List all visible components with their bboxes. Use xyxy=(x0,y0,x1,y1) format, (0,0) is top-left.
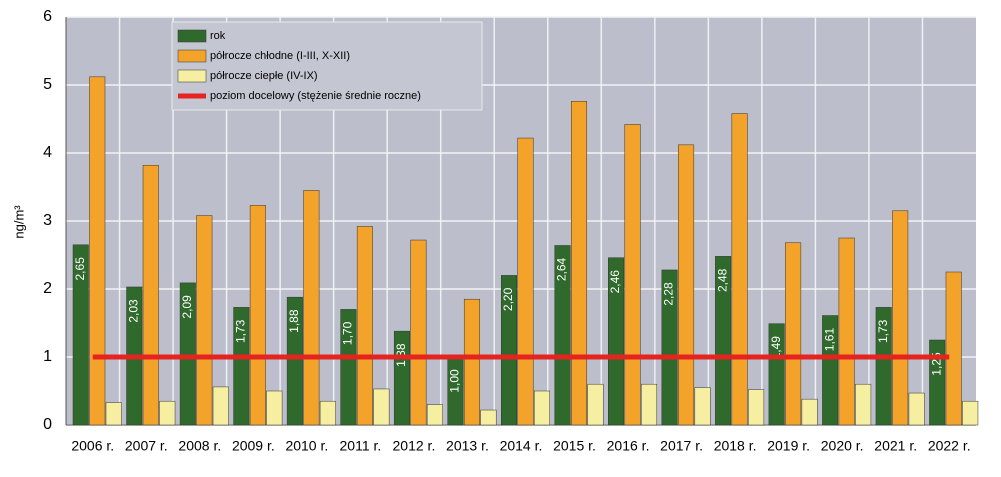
bar xyxy=(945,271,962,426)
bar xyxy=(624,124,641,426)
y-tick-label: 5 xyxy=(43,76,52,93)
bar xyxy=(554,245,571,426)
bar xyxy=(233,307,250,426)
bar xyxy=(608,257,625,426)
bar xyxy=(748,389,765,426)
bar xyxy=(571,101,588,426)
bar xyxy=(340,309,357,426)
legend-swatch xyxy=(177,69,207,83)
value-label: 1,61 xyxy=(822,328,836,352)
y-tick-label: 2 xyxy=(43,280,52,297)
x-tick-label: 2007 r. xyxy=(125,438,168,454)
bar xyxy=(533,390,550,426)
x-tick-label: 2013 r. xyxy=(446,438,489,454)
bar xyxy=(929,339,946,426)
value-label: 2,64 xyxy=(555,257,569,281)
value-label: 2,09 xyxy=(180,295,194,319)
bar xyxy=(249,205,266,426)
x-tick-label: 2006 r. xyxy=(71,438,114,454)
value-label: 2,28 xyxy=(662,282,676,306)
bar xyxy=(801,398,818,426)
bar xyxy=(822,315,839,426)
legend-label: półrocze chłodne (I-III, X-XII) xyxy=(210,50,350,62)
bar xyxy=(319,400,336,426)
x-tick-label: 2010 r. xyxy=(285,438,328,454)
value-label: 2,48 xyxy=(715,268,729,292)
value-label: 1,73 xyxy=(876,319,890,343)
legend-label: półrocze ciepłe (IV-IX) xyxy=(210,70,318,82)
x-tick-label: 2014 r. xyxy=(500,438,543,454)
x-tick-label: 2008 r. xyxy=(178,438,221,454)
bar xyxy=(587,383,604,426)
bar xyxy=(855,383,872,426)
bar xyxy=(72,244,89,426)
x-tick-label: 2019 r. xyxy=(767,438,810,454)
x-tick-label: 2022 r. xyxy=(928,438,971,454)
bar xyxy=(426,404,443,426)
x-tick-label: 2018 r. xyxy=(714,438,757,454)
bar xyxy=(463,298,480,426)
legend-swatch xyxy=(177,29,207,43)
bar xyxy=(694,387,711,426)
value-label: 2,65 xyxy=(73,257,87,281)
bar xyxy=(212,386,229,426)
value-label: 1,73 xyxy=(234,319,248,343)
x-tick-label: 2016 r. xyxy=(607,438,650,454)
bar xyxy=(715,256,732,426)
x-tick-label: 2021 r. xyxy=(874,438,917,454)
legend-label: poziom docelowy (stężenie średnie roczne… xyxy=(210,90,421,102)
bar xyxy=(286,296,303,426)
y-tick-label: 1 xyxy=(43,348,52,365)
x-tick-label: 2017 r. xyxy=(660,438,703,454)
value-label: 2,03 xyxy=(126,299,140,323)
bar xyxy=(105,402,122,426)
bar xyxy=(517,137,534,426)
bar xyxy=(373,388,390,426)
bar xyxy=(785,242,802,426)
value-label: 1,00 xyxy=(448,369,462,393)
bar xyxy=(266,390,283,426)
bar xyxy=(768,323,785,426)
x-tick-label: 2015 r. xyxy=(553,438,596,454)
bar xyxy=(678,144,695,426)
bar xyxy=(892,210,909,426)
bar xyxy=(179,282,196,426)
bar xyxy=(875,307,892,426)
bar xyxy=(196,215,213,426)
value-label: 1,88 xyxy=(287,309,301,333)
value-label: 2,46 xyxy=(608,270,622,294)
y-tick-label: 0 xyxy=(43,416,52,433)
x-tick-label: 2012 r. xyxy=(393,438,436,454)
bar xyxy=(661,269,678,426)
bar xyxy=(908,392,925,426)
bar xyxy=(356,226,373,426)
bar xyxy=(500,275,517,426)
bar xyxy=(89,76,106,426)
bar xyxy=(303,190,320,426)
x-tick-label: 2009 r. xyxy=(232,438,275,454)
y-tick-label: 6 xyxy=(43,8,52,25)
legend-box xyxy=(171,21,483,111)
x-tick-label: 2020 r. xyxy=(821,438,864,454)
x-tick-label: 2011 r. xyxy=(340,438,382,454)
bar xyxy=(159,400,176,426)
y-tick-label: 4 xyxy=(43,144,52,161)
bar xyxy=(142,164,159,426)
y-axis-label: ng/m³ xyxy=(11,205,26,239)
bar xyxy=(962,400,979,426)
value-label: 1,70 xyxy=(341,321,355,345)
bar xyxy=(838,237,855,426)
bar xyxy=(480,409,497,426)
value-label: 1,49 xyxy=(769,336,783,360)
y-tick-label: 3 xyxy=(43,212,52,229)
value-label: 2,20 xyxy=(501,287,515,311)
legend-label: rok xyxy=(210,30,226,42)
bar xyxy=(731,113,748,426)
bar xyxy=(410,239,427,426)
bar xyxy=(641,383,658,426)
legend-swatch xyxy=(177,49,207,63)
